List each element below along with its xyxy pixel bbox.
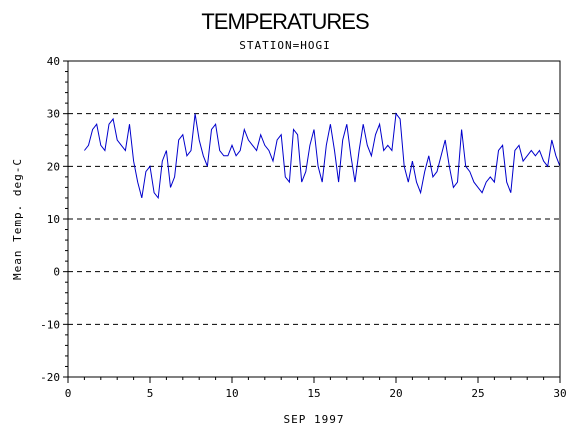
x-tick-label: 5 <box>147 387 154 400</box>
x-axis-ticks: 0 5 10 15 20 25 30 <box>65 377 567 400</box>
x-axis-label: SEP 1997 <box>284 413 345 426</box>
x-tick-label: 30 <box>553 387 566 400</box>
y-tick-label: 20 <box>47 160 60 173</box>
chart-subtitle: STATION=HOGI <box>239 39 330 52</box>
y-tick-label: 30 <box>47 108 60 121</box>
y-tick-label: -10 <box>40 318 60 331</box>
y-axis-ticks: -20 -10 0 10 20 30 40 <box>40 55 68 384</box>
series-layer <box>84 112 561 200</box>
temperature-series-line <box>84 112 561 200</box>
x-tick-label: 15 <box>307 387 320 400</box>
x-tick-label: 10 <box>225 387 238 400</box>
plot-frame <box>67 60 561 378</box>
gridlines <box>68 60 560 378</box>
chart-title: TEMPERATURES <box>201 9 369 34</box>
y-tick-label: 0 <box>53 266 60 279</box>
y-axis-label: Mean Temp. deg-C <box>11 158 24 280</box>
x-tick-label: 20 <box>389 387 402 400</box>
x-tick-label: 25 <box>471 387 484 400</box>
x-tick-label: 0 <box>65 387 72 400</box>
y-tick-label: -20 <box>40 371 60 384</box>
y-tick-label: 10 <box>47 213 60 226</box>
y-tick-label: 40 <box>47 55 60 68</box>
